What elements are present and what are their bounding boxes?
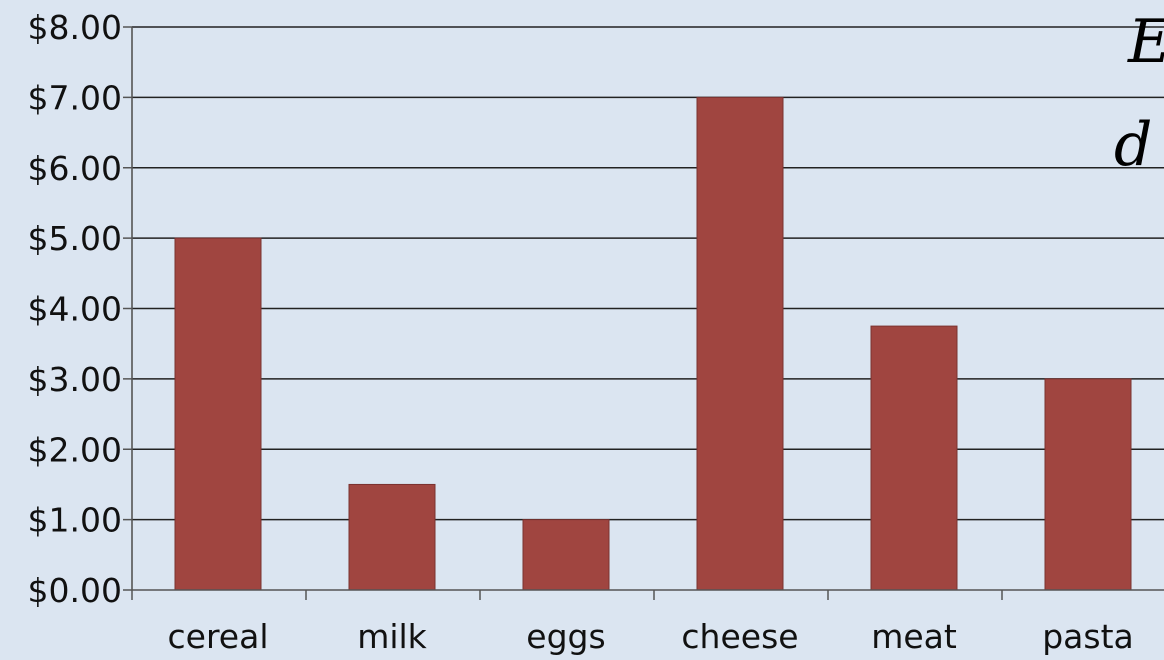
x-tick-label: meat [871,617,957,656]
y-tick-label: $4.00 [28,290,122,329]
y-tick-label: $2.00 [28,430,122,469]
gridlines [132,26,1164,521]
bar-meat [870,325,958,591]
x-tick-label: eggs [526,617,605,656]
x-tick-label: pasta [1042,617,1134,656]
axes [123,26,1164,600]
y-tick-label: $0.00 [28,571,122,610]
tick-labels: $0.00 $1.00 $2.00 $3.00 $4.00 $5.00 $6.00 $7.00… [28,8,1134,656]
bar-pasta [1044,378,1132,591]
y-tick-label: $3.00 [28,360,122,399]
bar-cheese [696,96,784,591]
y-tick-label: $8.00 [28,8,122,47]
bars [174,96,1132,591]
x-tick-label: milk [357,617,427,656]
bar-eggs [522,519,610,591]
overlay-text-line-1: E [1127,7,1164,77]
y-tick-label: $6.00 [28,149,122,188]
bar-cereal [174,237,262,591]
overlay-text: E d [1114,7,1164,180]
x-tick-label: cereal [168,617,269,656]
y-tick-label: $7.00 [28,78,122,117]
y-tick-label: $1.00 [28,501,122,540]
y-tick-label: $5.00 [28,219,122,258]
overlay-text-line-2: d [1114,110,1152,180]
bar-milk [348,483,436,591]
x-tick-label: cheese [681,617,798,656]
